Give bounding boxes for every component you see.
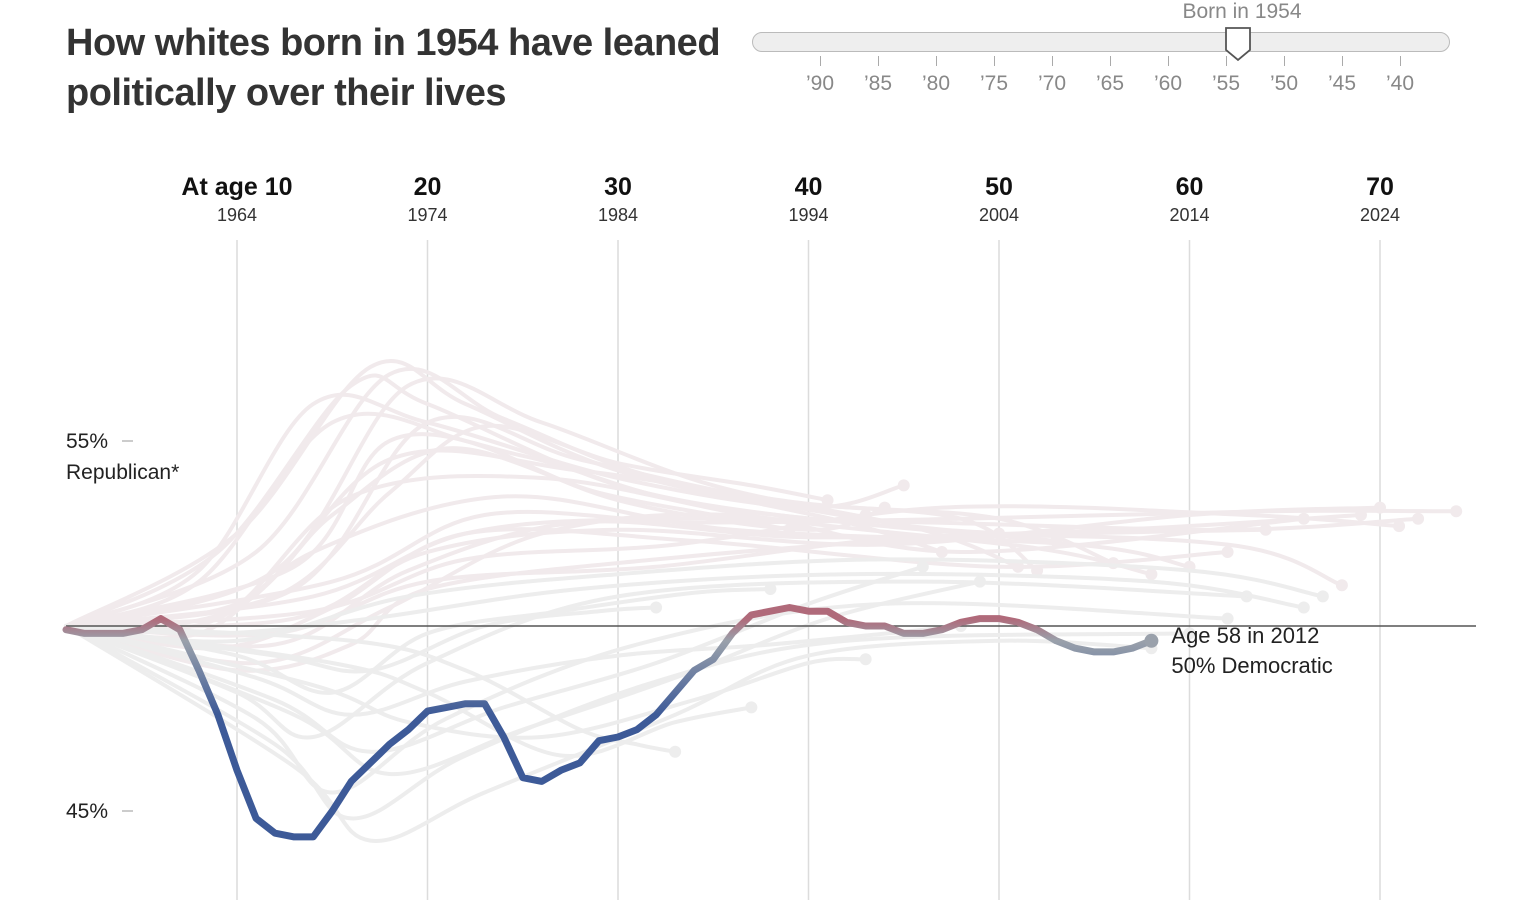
birth-year-line xyxy=(64,505,1382,629)
age-column-headers: At age 10 1964 20 1974 30 1984 40 1994 50 2004 60 2… xyxy=(181,173,1400,225)
age-header: 20 xyxy=(414,173,442,201)
chart-title: How whites born in 1954 have leaned poli… xyxy=(66,22,721,114)
birth-year-line-end-dot xyxy=(1412,512,1425,525)
slider-tick xyxy=(1342,56,1343,66)
y-tick-label: 45% xyxy=(66,800,108,823)
slider-tick xyxy=(994,56,995,66)
age-header: 30 xyxy=(604,173,632,201)
year-subheader: 2024 xyxy=(1360,205,1400,225)
slider-year-label[interactable]: ’70 xyxy=(1037,72,1067,95)
highlight-series-line[interactable] xyxy=(62,604,1155,841)
slider-year-label[interactable]: ’50 xyxy=(1269,72,1299,95)
birth-year-line-end-dot xyxy=(1145,568,1158,581)
slider-year-label[interactable]: ’60 xyxy=(1153,72,1183,95)
slider-handle[interactable] xyxy=(1224,26,1252,62)
birth-year-line-end-dot xyxy=(1393,520,1406,533)
birth-year-line xyxy=(64,516,1421,628)
birth-year-slider[interactable]: Born in 1954 ’90 ’85 ’80 ’75 ’70 ’65 ’60 ’55 ’50… xyxy=(752,0,1452,110)
end-annotation: Age 58 in 2012 50% Democratic xyxy=(1171,623,1332,678)
year-subheader: 2014 xyxy=(1169,205,1209,225)
slider-tick xyxy=(1168,56,1169,66)
y-axis: 55% Republican* 45% xyxy=(66,430,179,823)
slider-tick xyxy=(1226,56,1227,66)
birth-year-line-end-dot xyxy=(897,479,910,492)
birth-year-line-end-dot xyxy=(859,653,872,666)
slider-year-label[interactable]: ’90 xyxy=(805,72,835,95)
slider-year-label[interactable]: ’45 xyxy=(1327,72,1357,95)
birth-year-line-end-dot xyxy=(916,560,929,573)
year-subheader: 1994 xyxy=(788,205,828,225)
slider-year-label[interactable]: ’65 xyxy=(1095,72,1125,95)
highlight-end-dot[interactable] xyxy=(1144,633,1159,648)
birth-year-line-end-dot xyxy=(669,745,682,758)
birth-year-line-end-dot xyxy=(973,575,986,588)
slider-tick xyxy=(1400,56,1401,66)
birth-year-line xyxy=(64,504,1401,628)
birth-year-line xyxy=(64,601,1230,795)
birth-year-line xyxy=(64,473,1154,633)
birth-year-line xyxy=(64,508,1459,628)
slider-tick xyxy=(820,56,821,66)
slider-year-label[interactable]: ’85 xyxy=(863,72,893,95)
age-header: 50 xyxy=(985,173,1013,201)
birth-year-line xyxy=(64,376,1020,628)
year-subheader: 1964 xyxy=(217,205,257,225)
slider-tick xyxy=(936,56,937,66)
birth-year-line xyxy=(64,359,944,628)
y-tick-sublabel: Republican* xyxy=(66,461,179,484)
birth-year-line-end-dot xyxy=(783,523,796,536)
birth-year-line-end-dot xyxy=(821,494,834,507)
slider-label: Born in 1954 xyxy=(1182,0,1302,23)
birth-year-line-end-dot xyxy=(1297,601,1310,614)
birth-year-line xyxy=(64,423,830,628)
slider-tick xyxy=(1284,56,1285,66)
birth-year-line-end-dot xyxy=(764,583,777,595)
annotation-lean: 50% Democratic xyxy=(1171,653,1332,678)
age-header: 60 xyxy=(1176,173,1204,201)
annotation-age-year: Age 58 in 2012 xyxy=(1171,623,1319,648)
slider-tick xyxy=(1110,56,1111,66)
birth-year-line xyxy=(64,432,1059,628)
highlight-group xyxy=(62,604,1159,841)
year-subheader: 1974 xyxy=(407,205,447,225)
age-header: 70 xyxy=(1366,173,1394,201)
slider-year-label[interactable]: ’55 xyxy=(1211,72,1241,95)
birth-year-line-end-dot xyxy=(1221,546,1234,558)
year-subheader: 1984 xyxy=(598,205,638,225)
birth-year-line xyxy=(64,366,1001,628)
birth-year-line-end-dot xyxy=(650,601,663,614)
birth-year-line xyxy=(64,587,773,695)
birth-year-line-end-dot xyxy=(745,701,758,714)
birth-year-line xyxy=(64,557,1325,644)
year-subheader: 2004 xyxy=(979,205,1019,225)
other-birth-year-lines xyxy=(64,359,1463,843)
slider-track[interactable] xyxy=(752,32,1450,52)
birth-year-line xyxy=(64,624,963,717)
y-tick-label: 55% xyxy=(66,430,108,453)
birth-year-line-end-dot xyxy=(1183,627,1196,640)
slider-year-label[interactable]: ’75 xyxy=(979,72,1009,95)
birth-year-line xyxy=(64,579,982,777)
birth-year-line-end-dot xyxy=(1335,579,1348,592)
age-header: 40 xyxy=(795,173,823,201)
birth-year-line-end-dot xyxy=(1050,534,1063,547)
age-header: At age 10 xyxy=(181,173,292,201)
slider-tick xyxy=(1052,56,1053,66)
birth-year-line-end-dot xyxy=(1316,590,1329,603)
birth-year-line xyxy=(64,494,1192,640)
birth-year-line-end-dot xyxy=(1450,505,1463,518)
birth-year-line xyxy=(64,605,659,674)
birth-year-line-end-dot xyxy=(1221,612,1234,625)
slider-tick xyxy=(878,56,879,66)
slider-year-label[interactable]: ’80 xyxy=(921,72,951,95)
birth-year-line xyxy=(64,624,678,754)
slider-year-label[interactable]: ’40 xyxy=(1385,72,1415,95)
